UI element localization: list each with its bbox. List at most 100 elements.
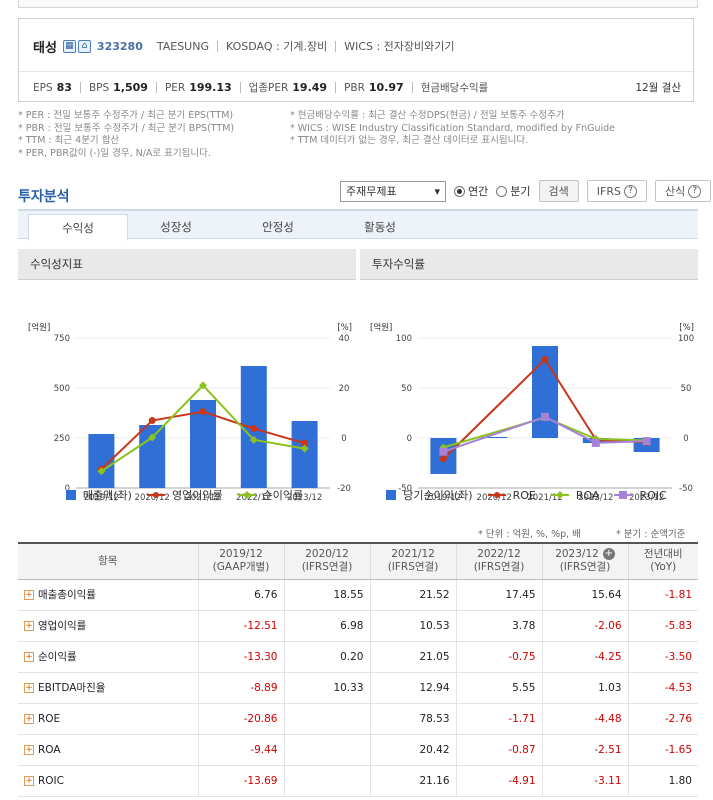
row-label-text: EBITDA마진율: [38, 682, 106, 694]
legend-item: ROA: [550, 487, 605, 503]
expand-row-icon[interactable]: +: [24, 775, 34, 786]
series-line: [443, 416, 647, 449]
table-cell: 17.45: [455, 579, 542, 611]
formula-button[interactable]: 산식?: [654, 180, 712, 202]
column-header: 2022/12 (IFRS연결): [455, 542, 542, 580]
y-left-tick: -50: [398, 484, 412, 494]
column-header: 2021/12 (IFRS연결): [369, 542, 456, 580]
building-icon[interactable]: ▦: [62, 39, 76, 53]
radio-label: 연간: [468, 185, 489, 198]
radio-quarter[interactable]: 분기: [496, 183, 531, 199]
row-label-text: ROE: [38, 712, 61, 725]
ifrs-button[interactable]: IFRS?: [586, 180, 647, 202]
row-label[interactable]: + 매출총이익률: [18, 579, 198, 611]
company-header: 태성 ▦ ⌂ 323280 TAESUNG KOSDAQ : 기계.장비 WIC…: [33, 37, 455, 56]
tab-stability[interactable]: 안정성: [262, 220, 294, 234]
row-label[interactable]: + ROA: [18, 734, 198, 766]
table-cell: -4.48: [541, 703, 628, 735]
home-icon[interactable]: ⌂: [77, 39, 91, 53]
tab-activity[interactable]: 활동성: [364, 220, 396, 234]
series-point: [301, 439, 309, 447]
profitability-chart-panel: 수익성지표 [억원] [%] 0 250 500 750 -20 0 20 40 2019/12 20…: [18, 249, 356, 507]
table-cell: -13.69: [197, 765, 284, 797]
row-label[interactable]: + 영업이익률: [18, 610, 198, 642]
y-right-tick: 20: [339, 384, 350, 394]
footnote: * TTM : 최근 4분기 합산: [18, 135, 120, 146]
metrics-row: EPS 83 BPS 1,509 PER 199.13 업종PER 19.49 PBR 1…: [33, 80, 492, 95]
search-button[interactable]: 검색: [538, 180, 579, 202]
row-label[interactable]: + 순이익률: [18, 641, 198, 673]
y-right-tick: 0: [341, 434, 346, 444]
table-row: + ROIC -13.69 21.16 -4.91 -3.11 1.80: [18, 765, 698, 797]
expand-row-icon[interactable]: +: [24, 713, 34, 724]
legend-item: 당기순이익(좌): [386, 487, 477, 503]
divider: [335, 40, 337, 52]
market-sector: KOSDAQ : 기계.장비: [226, 40, 328, 53]
expand-row-icon[interactable]: +: [24, 621, 34, 631]
divider: [155, 82, 157, 93]
x-tick-label: 2019/12: [426, 493, 461, 503]
expand-row-icon[interactable]: +: [24, 652, 34, 662]
x-tick-label: 2020/12: [135, 493, 170, 503]
table-cell: 6.76: [197, 579, 284, 611]
profitability-chart: [억원] [%] 0 250 500 750 -20 0 20 40 2019/12 2020/12 2…: [28, 322, 352, 503]
bar: [481, 437, 508, 438]
y-right-tick: 0: [683, 434, 688, 444]
series-point: [541, 355, 549, 363]
tab-profitability[interactable]: 수익성: [28, 214, 128, 241]
y-left-tick: 250: [54, 434, 70, 444]
panel-title: 투자수익률: [360, 249, 698, 280]
x-tick-label: 2021/12: [185, 493, 220, 503]
table-row: + ROE -20.86 78.53 -1.71 -4.48 -2.76: [18, 703, 698, 735]
metric-dividend-yield: 현금배당수익률: [420, 82, 489, 94]
table-cell: 21.16: [369, 765, 456, 797]
statement-select[interactable]: 주재무제표 ▾: [340, 180, 446, 202]
table-cell: [283, 703, 370, 735]
bar: [291, 421, 318, 488]
table-row: + EBITDA마진율 -8.89 10.33 12.94 5.55 1.03 -4.53: [18, 672, 698, 704]
divider: [239, 82, 241, 93]
ifrs-label: IFRS: [596, 184, 621, 198]
select-value: 주재무제표: [346, 185, 397, 198]
series-point: [148, 433, 157, 442]
table-cell: -12.51: [197, 610, 284, 642]
table-cell: 20.42: [369, 734, 456, 766]
series-point: [148, 417, 156, 425]
table-cell: -9.44: [197, 734, 284, 766]
radio-dot[interactable]: [496, 185, 508, 197]
chart-legend: 당기순이익(좌) ROE ROA ROIC: [360, 487, 698, 503]
company-eng-name: TAESUNG: [156, 39, 209, 53]
analysis-controls: 주재무제표 ▾ 연간 분기 검색 IFRS? 산식?: [340, 180, 712, 202]
table-cell: -1.65: [627, 734, 698, 766]
metric-pbr: PBR 10.97: [344, 81, 404, 94]
table-cell: -0.87: [455, 734, 542, 766]
table-cell: -4.91: [455, 765, 542, 797]
settlement-month: 12월 결산: [635, 82, 681, 94]
row-label[interactable]: + ROE: [18, 703, 198, 735]
table-cell: 6.98: [283, 610, 370, 642]
y-right-tick: -20: [337, 484, 351, 494]
table-cell: -3.11: [541, 765, 628, 797]
series-point: [199, 381, 207, 390]
help-icon[interactable]: ?: [623, 184, 637, 198]
series-point: [439, 455, 447, 463]
radio-annual[interactable]: 연간: [454, 183, 488, 199]
table-cell: 3.78: [455, 610, 542, 642]
row-label[interactable]: + EBITDA마진율: [18, 672, 198, 704]
expand-row-icon[interactable]: +: [24, 744, 34, 755]
company-summary-card: 태성 ▦ ⌂ 323280 TAESUNG KOSDAQ : 기계.장비 WIC…: [18, 18, 694, 102]
expand-row-icon[interactable]: +: [24, 683, 34, 693]
expand-columns-icon[interactable]: +: [602, 548, 615, 561]
row-label-text: ROA: [38, 743, 61, 756]
wics-sector: WICS : 전자장비와기기: [344, 40, 455, 53]
radio-dot[interactable]: [454, 185, 465, 197]
x-tick-label: 2021/12: [527, 493, 562, 503]
table-row: + 순이익률 -13.30 0.20 21.05 -0.75 -4.25 -3.50: [18, 641, 698, 673]
table-cell: 21.05: [369, 641, 456, 673]
tab-growth[interactable]: 성장성: [160, 220, 192, 234]
expand-row-icon[interactable]: +: [24, 590, 34, 600]
divider: [217, 40, 218, 52]
help-icon[interactable]: ?: [688, 184, 702, 198]
return-chart: [억원] [%] -50 0 50 100 -50 0 50 100 2019/12 2020/12 2…: [370, 322, 694, 503]
row-label[interactable]: + ROIC: [18, 765, 198, 797]
